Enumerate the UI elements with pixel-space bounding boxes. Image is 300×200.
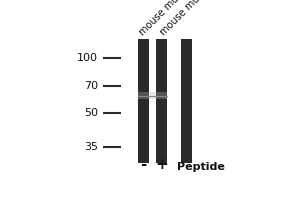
Bar xyxy=(138,92,167,99)
Text: -: - xyxy=(140,157,146,172)
Text: 100: 100 xyxy=(77,53,98,63)
Bar xyxy=(138,39,149,163)
Text: mouse muscle: mouse muscle xyxy=(159,0,216,38)
Text: mouse muscle: mouse muscle xyxy=(138,0,195,38)
Text: 50: 50 xyxy=(84,108,98,118)
Bar xyxy=(156,92,167,99)
Text: +: + xyxy=(155,157,168,172)
Bar xyxy=(181,39,192,163)
Bar xyxy=(156,39,167,163)
Text: 70: 70 xyxy=(84,81,98,91)
Bar xyxy=(138,92,149,99)
Text: Peptide: Peptide xyxy=(177,162,225,172)
Text: 35: 35 xyxy=(84,142,98,152)
